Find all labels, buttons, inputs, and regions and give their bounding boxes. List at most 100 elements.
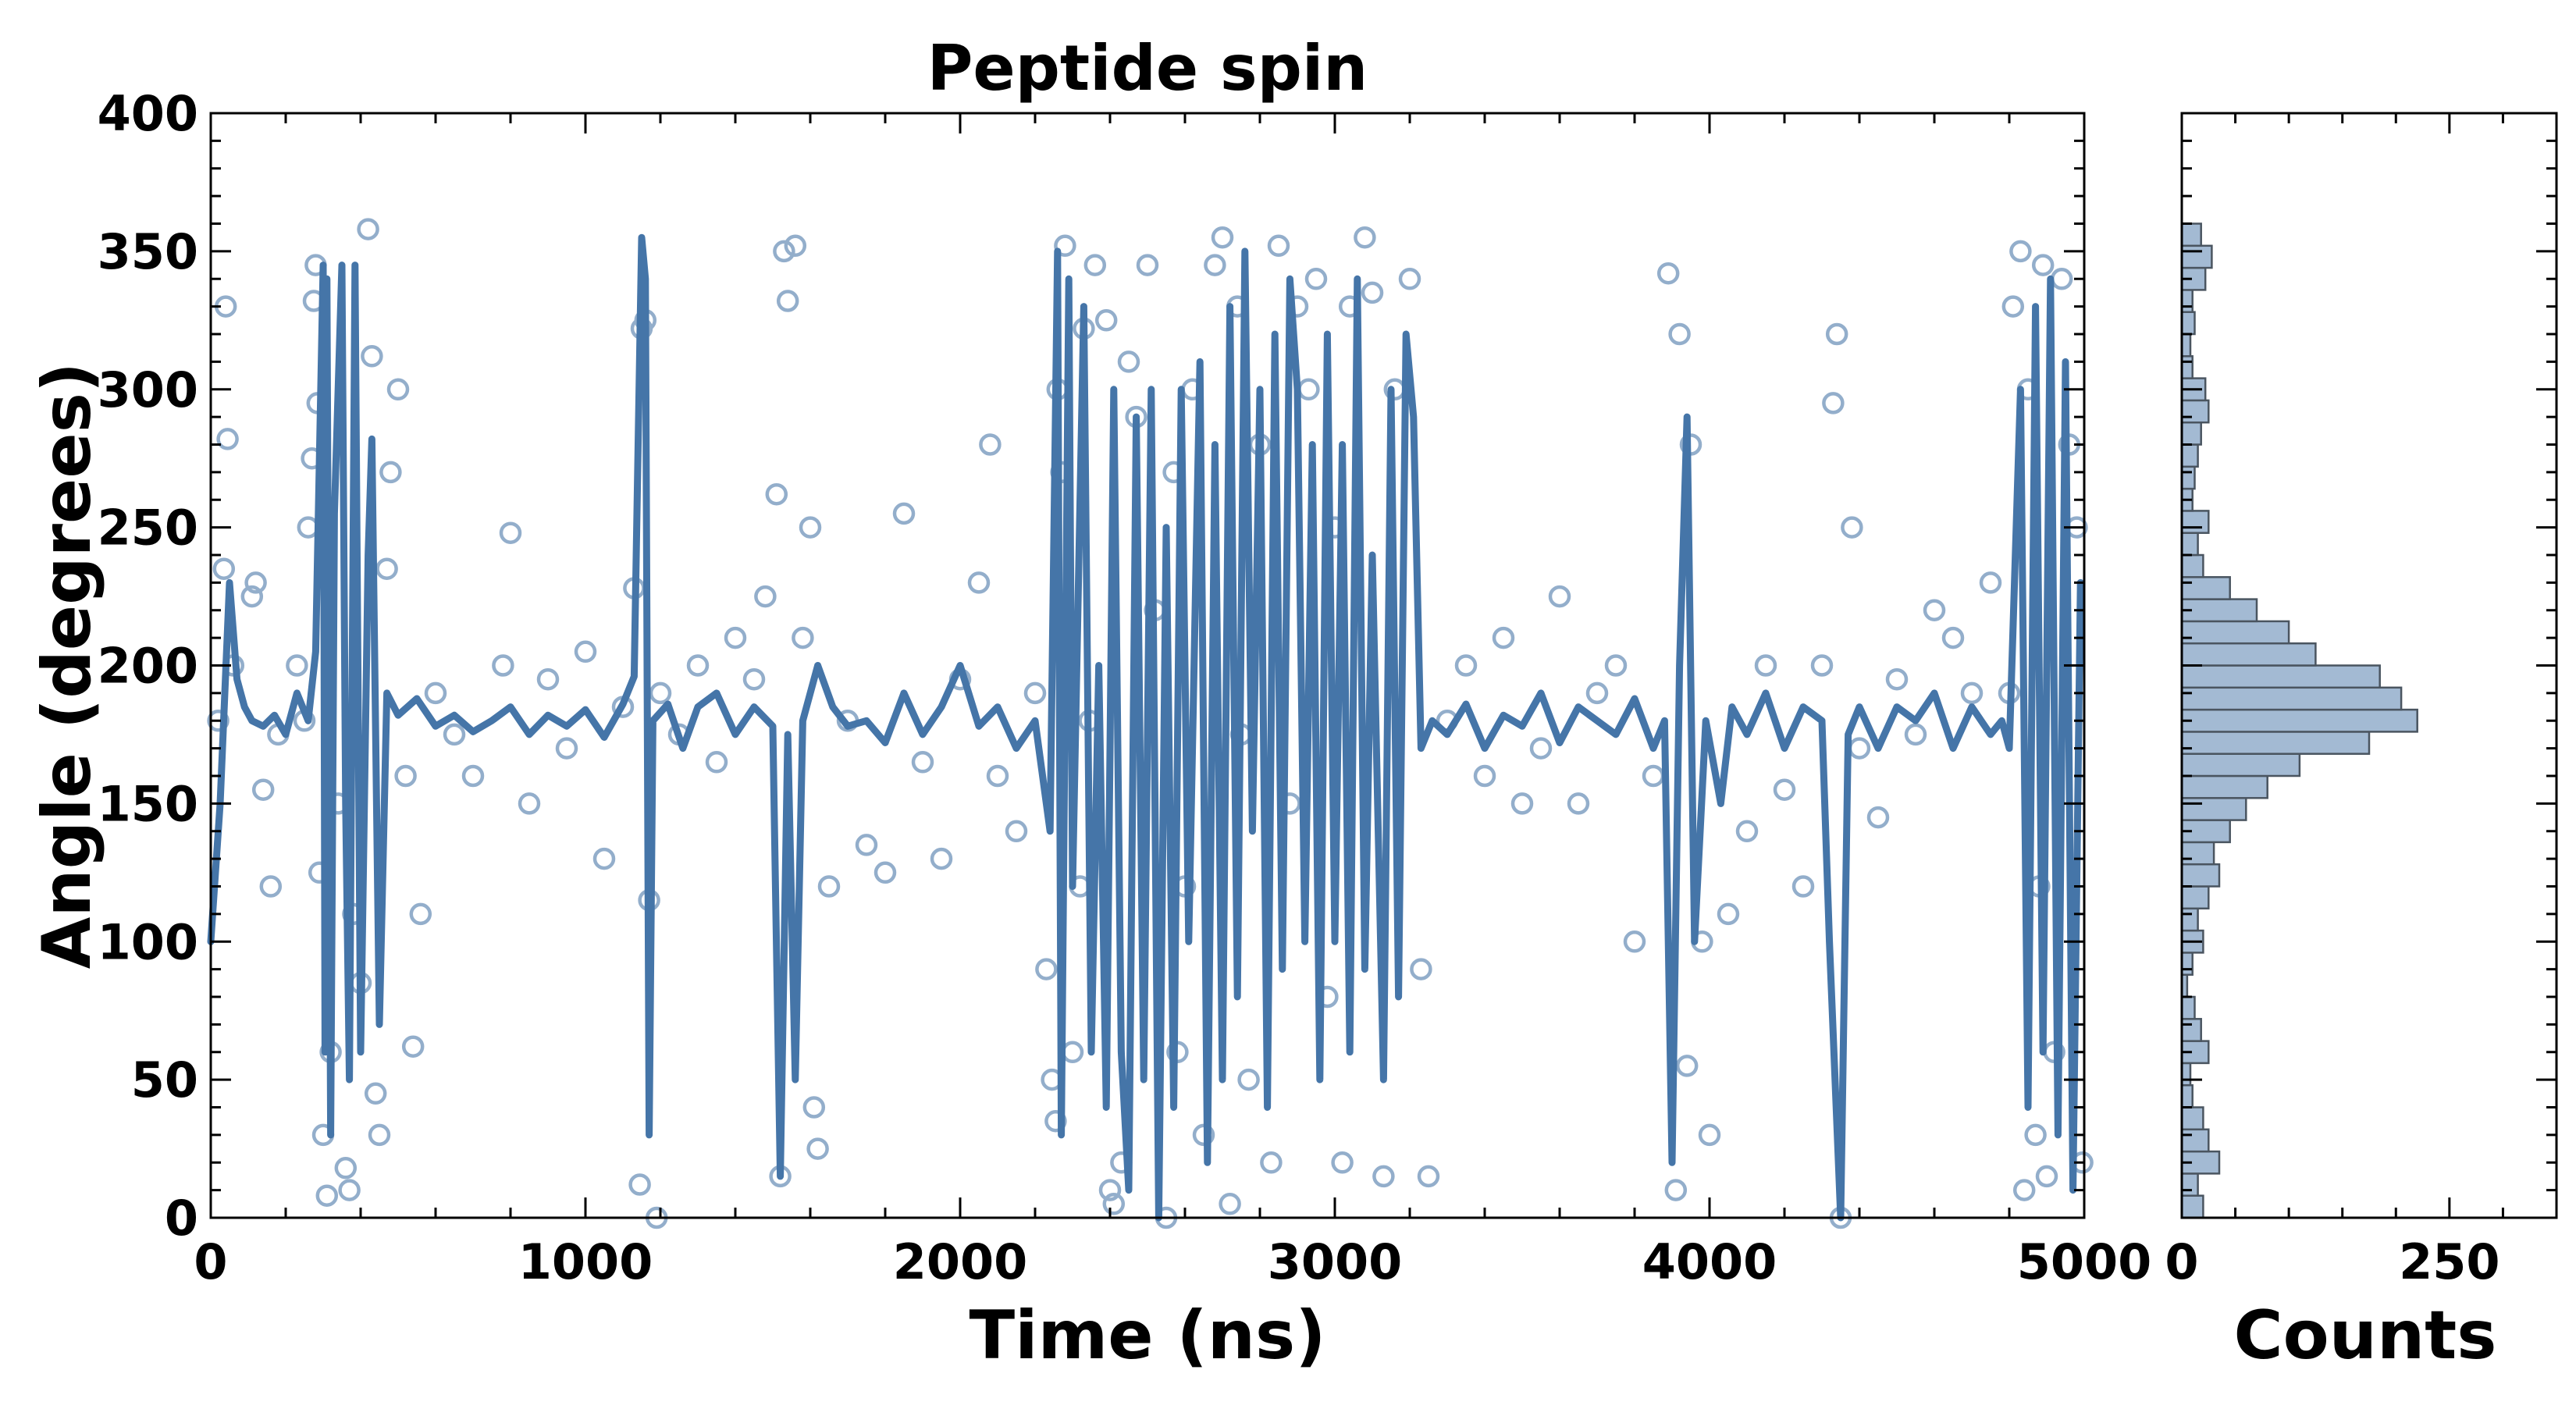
scatter-point	[1668, 322, 1691, 346]
scatter-point	[1510, 792, 1534, 815]
histogram-bar	[2180, 1083, 2194, 1108]
main-plot-axes: 0 1000 2000 3000 4000 5000 0 50 100 150 200 250 300 3…	[98, 85, 2152, 1290]
scatter-point	[1204, 254, 1226, 276]
scatter-point	[518, 792, 541, 815]
scatter-point	[1604, 654, 1628, 677]
y-tick-label: 50	[131, 1051, 198, 1108]
scatter-point	[686, 654, 710, 677]
scatter-point	[574, 640, 597, 664]
histogram-bar	[2180, 620, 2290, 645]
scatter-point	[375, 557, 398, 580]
scatter-point	[315, 1184, 339, 1207]
scatter-point	[1454, 654, 1478, 677]
x-tick-label: 2000	[893, 1233, 1028, 1290]
scatter-point	[1219, 1193, 1241, 1215]
histogram-x-tick-label: 0	[2165, 1233, 2198, 1290]
scatter-point	[724, 626, 747, 649]
histogram-bar	[2180, 952, 2194, 976]
scatter-point	[1773, 778, 1796, 801]
scatter-point	[806, 1137, 829, 1160]
scatter-point	[2001, 295, 2025, 318]
scatter-point	[1548, 585, 1571, 608]
x-tick-label: 0	[194, 1233, 227, 1290]
scatter-point	[357, 218, 379, 240]
histogram-bar	[2180, 532, 2199, 557]
scatter-point	[754, 585, 777, 608]
scatter-point	[240, 585, 264, 608]
scatter-point	[1866, 806, 1890, 829]
scatter-point	[1960, 681, 1984, 705]
histogram-bar	[2180, 841, 2215, 866]
scatter-point	[1005, 820, 1028, 843]
x-tick-label: 3000	[1268, 1233, 1403, 1290]
scatter-point	[1361, 281, 1384, 304]
scatter-point	[776, 290, 799, 312]
scatter-point	[1675, 1055, 1699, 1077]
scatter-point	[1211, 226, 1234, 249]
scatter-point	[986, 764, 1009, 788]
histogram-bar	[2180, 708, 2418, 733]
histogram-bar	[2180, 333, 2192, 358]
scatter-point	[1492, 626, 1515, 649]
scatter-point	[1567, 792, 1590, 815]
histogram-bar	[2180, 1106, 2204, 1131]
x-tick-label: 5000	[2017, 1233, 2152, 1290]
y-tick-label: 150	[98, 775, 198, 832]
series-line	[207, 233, 2084, 1222]
scatter-point	[1398, 268, 1421, 290]
histogram-bar	[2180, 355, 2194, 379]
scatter-point	[1841, 516, 1863, 539]
y-tick-label: 350	[98, 223, 198, 280]
scatter-point	[443, 723, 466, 746]
scatter-point	[555, 737, 578, 760]
scatter-point	[930, 847, 953, 870]
histogram-bar	[2180, 664, 2381, 689]
scatter-point	[784, 234, 807, 258]
scatter-point	[628, 1173, 651, 1196]
histogram-bar	[2180, 1172, 2199, 1197]
scatter-point	[799, 516, 822, 539]
x-tick-label: 4000	[1642, 1233, 1777, 1290]
histogram-bar	[2180, 421, 2202, 446]
scatter-point	[251, 778, 275, 801]
scatter-point	[492, 654, 514, 677]
scatter-point	[2031, 254, 2055, 276]
histogram-bar	[2180, 443, 2199, 468]
scatter-point	[286, 654, 308, 677]
scatter-point	[368, 1123, 391, 1147]
scatter-point	[2012, 1179, 2036, 1201]
scatter-point	[1698, 1123, 1721, 1147]
scatter-point	[1054, 234, 1076, 258]
scatter-point	[1044, 1109, 1067, 1133]
scatter-point	[364, 1082, 387, 1105]
scatter-point	[334, 1157, 358, 1180]
scatter-point	[742, 667, 766, 691]
scatter-point	[424, 681, 447, 705]
scatter-point	[1904, 723, 1927, 746]
scatter-point	[212, 557, 236, 580]
x-axis-label: Time (ns)	[969, 1297, 1325, 1375]
y-tick-label: 250	[98, 500, 198, 557]
histogram-bar	[2180, 1062, 2192, 1087]
histogram-bar	[2180, 465, 2196, 490]
scatter-point	[1098, 1179, 1122, 1201]
histogram-bar	[2180, 885, 2210, 910]
scatter-point	[1304, 268, 1328, 290]
scatter-point	[1023, 681, 1047, 705]
histogram-bar	[2180, 1150, 2221, 1175]
scatter-point	[1102, 1193, 1126, 1215]
histogram-bar	[2180, 311, 2196, 336]
scatter-point	[1117, 350, 1140, 373]
scatter-point	[773, 240, 795, 263]
scatter-point	[1410, 958, 1432, 980]
scatter-point	[967, 571, 991, 594]
scatter-point	[1585, 681, 1609, 705]
histogram-bar	[2180, 797, 2247, 821]
scatter-point	[361, 345, 383, 368]
scatter-point	[1885, 667, 1909, 691]
scatter-point	[1417, 1165, 1440, 1188]
scatter-point	[649, 681, 672, 705]
scatter-point	[802, 1096, 826, 1119]
scatter-point	[259, 875, 283, 898]
histogram-bar	[2180, 1018, 2202, 1042]
